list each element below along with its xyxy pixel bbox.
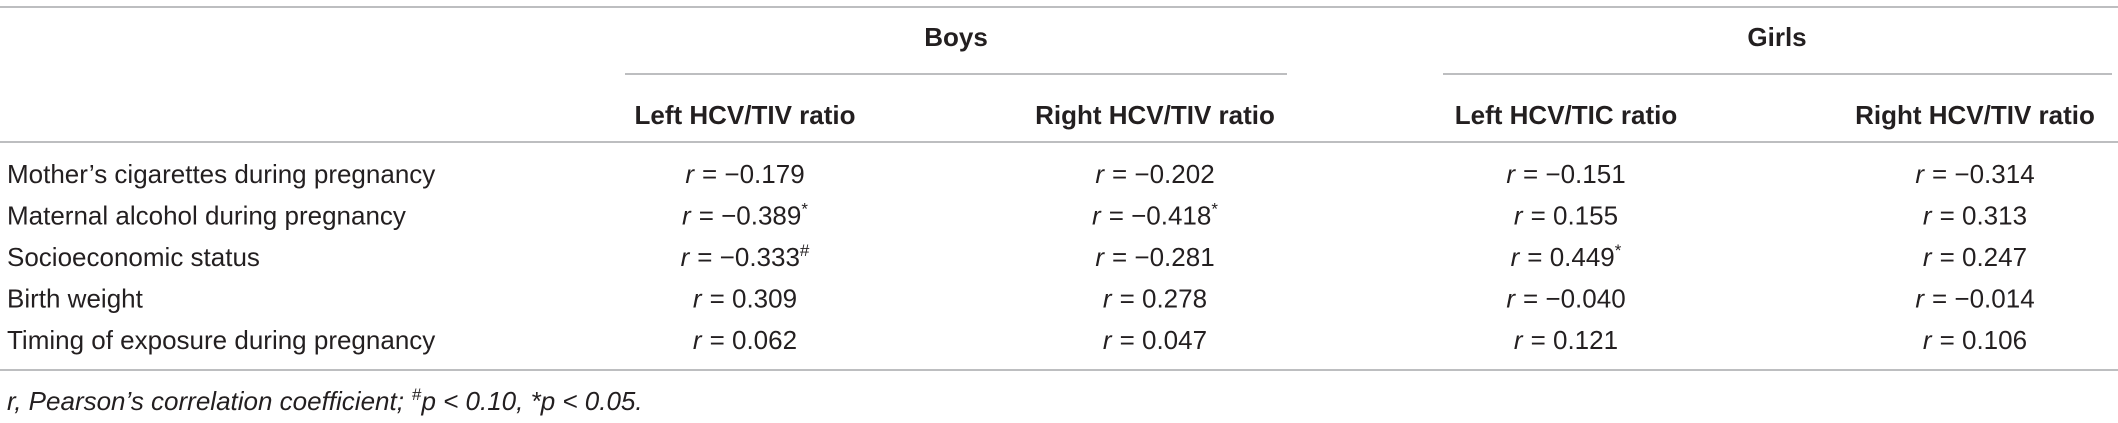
group-header: Boys [924,22,988,52]
cell: r = 0.106 [1923,325,2027,355]
cell-symbol: r [685,159,695,189]
cell-symbol: r [693,284,703,314]
cell-symbol: r [1103,284,1113,314]
cell: r = 0.278 [1103,284,1207,314]
cell-value: = −0.389 [699,201,802,231]
cell-symbol: r [682,201,692,231]
cell: r = −0.418* [1092,200,1218,231]
cell-value: = −0.040 [1523,284,1626,314]
cell-value: = −0.202 [1112,159,1215,189]
cell-value: = −0.333 [697,242,800,272]
cell-note: * [1211,200,1218,219]
footnote-text: p < 0.10, *p < 0.05. [420,386,642,416]
cell-value: = −0.179 [702,159,805,189]
column-header: Left HCV/TIV ratio [634,100,855,130]
cell: r = 0.247 [1923,242,2027,272]
cell: r = 0.062 [693,325,797,355]
cell-value: = 0.047 [1120,325,1207,355]
cell: r = −0.040 [1506,284,1625,314]
cell: r = −0.333# [681,241,810,272]
cell-symbol: r [693,325,703,355]
cell: r = −0.202 [1095,159,1214,189]
column-header: Left HCV/TIC ratio [1455,100,1677,130]
cell-symbol: r [1511,242,1521,272]
cell-symbol: r [1915,284,1925,314]
row-label: Birth weight [7,284,144,314]
cell-symbol: r [681,242,691,272]
cell-symbol: r [1923,325,1933,355]
cell: r = −0.179 [685,159,804,189]
cell: r = −0.281 [1095,242,1214,272]
cell-symbol: r [1095,159,1105,189]
cell: r = 0.313 [1923,201,2027,231]
cell-value: = 0.278 [1120,284,1207,314]
cell-value: = 0.449 [1527,242,1614,272]
group-header: Girls [1747,22,1806,52]
cell: r = −0.014 [1915,284,2034,314]
cell: r = 0.309 [693,284,797,314]
footnote-symbol: r [7,386,17,416]
cell-value: = 0.309 [710,284,797,314]
cell-symbol: r [1506,284,1516,314]
cell-symbol: r [1923,201,1933,231]
cell-value: = −0.151 [1523,159,1626,189]
cell-value: = −0.281 [1112,242,1215,272]
cell-note: * [1615,241,1622,260]
column-header: Right HCV/TIV ratio [1035,100,1275,130]
cell-symbol: r [1923,242,1933,272]
cell: r = 0.121 [1514,325,1618,355]
cell: r = 0.449* [1511,241,1622,272]
cell-value: = 0.106 [1940,325,2027,355]
cell-value: = −0.314 [1932,159,2035,189]
cell-value: = 0.155 [1531,201,1618,231]
cell-symbol: r [1514,201,1524,231]
cell: r = −0.151 [1506,159,1625,189]
cell-note: # [800,241,810,260]
cell-value: = 0.247 [1940,242,2027,272]
cell-note: * [801,200,808,219]
footnote-text: , Pearson’s correlation coefficient; [14,386,404,416]
row-label: Mother’s cigarettes during pregnancy [7,159,435,189]
cell-symbol: r [1514,325,1524,355]
cell-symbol: r [1915,159,1925,189]
column-header: Right HCV/TIV ratio [1855,100,2095,130]
cell-value: = −0.418 [1109,201,1212,231]
cell-value: = 0.313 [1940,201,2027,231]
footnote-sup: # [412,385,422,404]
row-label: Socioeconomic status [7,242,260,272]
cell: r = −0.389* [682,200,808,231]
row-label: Maternal alcohol during pregnancy [7,201,406,231]
cell: r = −0.314 [1915,159,2034,189]
cell-value: = 0.062 [710,325,797,355]
cell-value: = 0.121 [1531,325,1618,355]
cell-symbol: r [1092,201,1102,231]
cell: r = 0.155 [1514,201,1618,231]
cell-symbol: r [1103,325,1113,355]
footnote: r, Pearson’s correlation coefficient; #p … [7,385,643,416]
cell: r = 0.047 [1103,325,1207,355]
cell-symbol: r [1506,159,1516,189]
cell-value: = −0.014 [1932,284,2035,314]
cell-symbol: r [1095,242,1105,272]
row-label: Timing of exposure during pregnancy [7,325,435,355]
